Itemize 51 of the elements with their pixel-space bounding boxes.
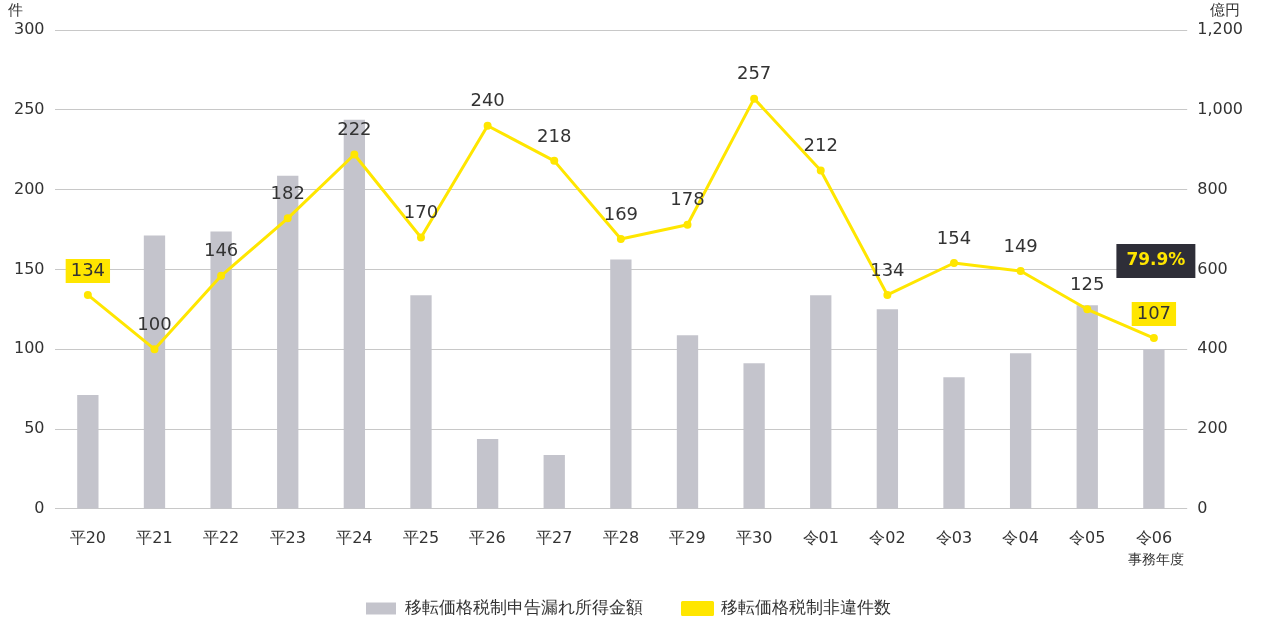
data-label: 169 [603,202,639,224]
y-tick-label: 250 [13,98,45,118]
x-tick-label: 平23 [269,527,306,547]
data-label: 240 [470,89,505,111]
data-label: 154 [936,226,972,248]
y2-tick-label: 0 [1197,497,1208,517]
x-tick-label: 平25 [402,527,440,547]
data-label: 146 [203,239,239,261]
y2-tick-label: 600 [1197,258,1228,278]
x-tick-label: 令05 [1069,527,1106,547]
x-tick-label: 令06 [1135,527,1173,547]
y2-tick-label: 400 [1197,338,1228,358]
data-label: 107 [1136,301,1172,323]
x-tick-label: 令02 [869,527,906,547]
y-tick-label: 300 [13,19,45,39]
data-label: 125 [1070,272,1105,294]
data-label: 100 [137,312,172,334]
x-tick-label: 平29 [669,527,706,547]
y-axis-title: 件 [8,1,23,20]
x-tick-label: 平24 [336,527,373,547]
data-label: 134 [70,258,106,280]
y2-tick-label: 1,200 [1197,19,1244,39]
y2-axis-title: 億円 [1210,1,1240,20]
x-tick-label: 平30 [735,527,773,547]
y-tick-label: 100 [13,338,45,358]
x-tick-label: 平27 [536,527,573,547]
x-axis-title: 事務年度 [1127,551,1184,568]
x-tick-label: 平20 [69,527,107,547]
data-label: 182 [270,182,305,203]
y-tick-label: 50 [24,418,45,438]
y2-tick-label: 200 [1197,418,1228,438]
x-tick-label: 令01 [802,527,839,547]
x-tick-label: 平26 [469,527,506,547]
data-label: 212 [803,134,838,156]
y-tick-label: 0 [34,497,45,517]
x-tick-label: 令04 [1002,527,1039,547]
x-tick-label: 令03 [935,527,973,547]
data-label: 222 [337,118,372,140]
data-label: 257 [736,62,772,84]
x-tick-label: 平21 [136,527,173,547]
y2-tick-label: 1,000 [1197,98,1244,118]
x-tick-label: 平28 [602,527,640,547]
data-label: 149 [1003,234,1038,256]
y2-tick-label: 800 [1197,178,1228,198]
y-tick-label: 200 [13,178,45,198]
y-tick-label: 150 [13,258,45,278]
annotation: 79.9% [1126,249,1186,270]
legend-label: 移転価格税制非違件数 [721,596,891,617]
data-label: 218 [537,124,572,146]
legend-label: 移転価格税制申告漏れ所得金額 [404,596,643,617]
x-tick-label: 平22 [202,527,240,547]
